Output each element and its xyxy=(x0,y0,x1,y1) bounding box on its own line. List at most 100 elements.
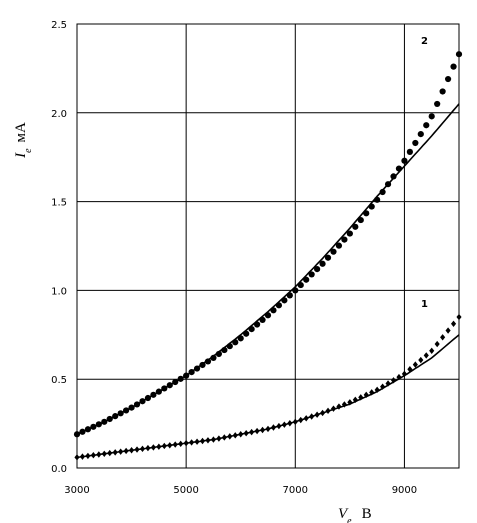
data-point-2 xyxy=(406,148,413,155)
data-point-2 xyxy=(123,407,130,414)
data-point-2 xyxy=(324,254,332,261)
data-point-1 xyxy=(96,451,102,458)
data-point-1 xyxy=(129,447,135,454)
data-point-1 xyxy=(156,443,162,450)
data-point-1 xyxy=(358,394,364,401)
data-point-2 xyxy=(341,236,348,243)
data-point-2 xyxy=(248,326,255,333)
data-point-1 xyxy=(150,444,156,451)
data-point-1 xyxy=(390,377,397,384)
data-point-2 xyxy=(177,375,184,382)
data-point-1 xyxy=(309,413,315,420)
data-point-2 xyxy=(303,276,310,283)
data-point-2 xyxy=(259,316,266,323)
data-point-2 xyxy=(439,88,446,95)
data-point-2 xyxy=(379,188,386,196)
curve-label-2: 2 xyxy=(421,36,428,47)
data-point-2 xyxy=(161,385,168,392)
data-point-2 xyxy=(319,260,326,267)
curve-label-1: 1 xyxy=(421,299,428,310)
data-point-1 xyxy=(227,433,233,440)
data-point-1 xyxy=(380,383,386,390)
data-point-2 xyxy=(412,139,419,147)
data-point-1 xyxy=(429,347,435,354)
data-point-1 xyxy=(412,361,418,368)
data-point-1 xyxy=(336,403,342,410)
data-point-1 xyxy=(145,444,151,452)
data-point-1 xyxy=(259,426,266,434)
data-point-2 xyxy=(133,401,141,408)
data-point-2 xyxy=(390,173,397,180)
data-point-2 xyxy=(264,312,272,319)
data-point-2 xyxy=(417,131,424,138)
data-point-2 xyxy=(444,75,452,83)
data-point-1 xyxy=(101,450,107,457)
data-point-1 xyxy=(445,327,451,334)
data-point-2 xyxy=(286,292,293,299)
y-tick-labels: 0.0 0.5 1.0 1.5 2.0 2.5 xyxy=(51,20,67,475)
data-point-2 xyxy=(117,410,124,417)
data-point-1 xyxy=(199,437,206,445)
data-point-1 xyxy=(418,356,424,364)
data-point-1 xyxy=(183,439,189,447)
data-point-1 xyxy=(265,425,271,433)
data-point-1 xyxy=(320,409,326,417)
data-point-2 xyxy=(183,372,190,379)
data-point-1 xyxy=(232,432,238,439)
data-point-1 xyxy=(369,389,375,396)
x-tick-label: 7000 xyxy=(283,485,308,496)
x-tick-label: 5000 xyxy=(173,485,198,496)
data-point-1 xyxy=(407,366,413,373)
data-point-1 xyxy=(172,441,178,448)
data-point-2 xyxy=(395,165,403,172)
data-point-2 xyxy=(314,265,321,273)
data-point-1 xyxy=(254,427,260,435)
data-point-1 xyxy=(292,418,298,426)
data-point-2 xyxy=(193,365,201,372)
data-point-2 xyxy=(401,157,408,164)
data-point-2 xyxy=(101,418,108,425)
data-point-2 xyxy=(330,248,337,255)
data-point-1 xyxy=(352,396,358,404)
data-point-1 xyxy=(450,320,457,327)
y-tick-label: 1.0 xyxy=(51,286,67,297)
data-point-1 xyxy=(74,454,80,461)
data-point-1 xyxy=(298,416,304,424)
data-point-1 xyxy=(456,313,462,321)
y-tick-label: 2.5 xyxy=(51,20,67,31)
data-point-2 xyxy=(428,113,435,120)
data-point-2 xyxy=(434,100,441,108)
data-point-2 xyxy=(112,413,119,420)
data-point-2 xyxy=(106,415,113,423)
data-point-2 xyxy=(423,122,430,129)
data-point-1 xyxy=(249,428,255,436)
grid xyxy=(77,24,459,468)
data-point-2 xyxy=(84,426,92,433)
data-point-1 xyxy=(270,424,277,431)
data-point-1 xyxy=(194,438,200,445)
data-point-2 xyxy=(73,431,81,438)
data-point-2 xyxy=(226,343,233,350)
data-point-1 xyxy=(374,386,380,394)
x-axis-label: Ve В xyxy=(338,506,372,523)
data-point-1 xyxy=(347,399,353,406)
data-point-1 xyxy=(287,420,293,427)
data-point-2 xyxy=(172,378,179,386)
data-point-2 xyxy=(155,388,162,395)
data-point-2 xyxy=(346,230,353,237)
data-point-1 xyxy=(90,452,96,459)
x-tick-label: 9000 xyxy=(392,485,417,496)
fit-curve-1 xyxy=(76,334,460,459)
data-point-2 xyxy=(292,287,299,294)
data-point-1 xyxy=(139,445,146,453)
data-point-2 xyxy=(221,346,228,354)
y-tick-label: 0.0 xyxy=(51,464,67,475)
data-point-2 xyxy=(275,302,283,309)
data-point-1 xyxy=(423,352,429,359)
y-tick-label: 0.5 xyxy=(51,375,67,386)
data-point-2 xyxy=(166,382,173,389)
data-point-1 xyxy=(281,421,287,428)
data-point-1 xyxy=(205,437,211,444)
data-point-1 xyxy=(238,431,244,438)
